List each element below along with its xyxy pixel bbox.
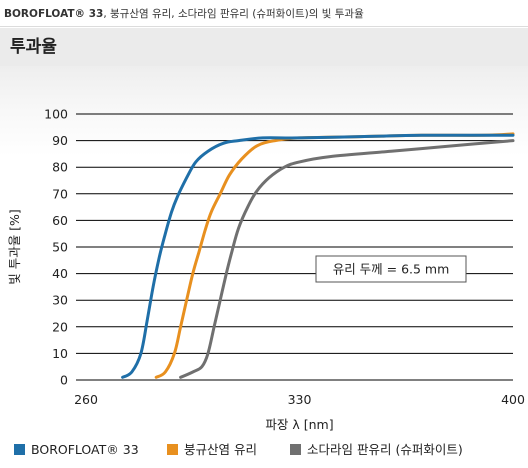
y-tick-label: 80 xyxy=(52,160,68,175)
legend-label-1: BOROFLOAT® 33 xyxy=(31,442,139,457)
annotation-box xyxy=(315,255,467,283)
y-tick-label: 70 xyxy=(52,186,68,201)
y-tick-label: 10 xyxy=(52,346,68,361)
caption-brand: BOROFLOAT® 33 xyxy=(4,8,104,20)
y-tick-label: 100 xyxy=(44,107,68,122)
y-tick-label: 50 xyxy=(52,240,68,255)
y-tick-label: 40 xyxy=(52,266,68,281)
y-tick-label: 30 xyxy=(52,293,68,308)
transmission-chart: 0 10 20 30 40 50 60 70 80 90 100 260 330 400 파장 λ [nm]… xyxy=(7,107,525,458)
series-line-1 xyxy=(121,133,515,379)
section-title: 투과율 xyxy=(10,37,57,57)
y-tick-label: 20 xyxy=(52,319,68,334)
x-tick-label: 400 xyxy=(501,392,525,407)
y-tick-label: 0 xyxy=(60,373,68,388)
legend-swatch-3 xyxy=(290,444,301,455)
legend: BOROFLOAT® 33 붕규산염 유리 소다라임 판유리 (슈퍼화이트) xyxy=(14,442,463,457)
chart-panel: 0 10 20 30 40 50 60 70 80 90 100 260 330 400 파장 λ [nm]… xyxy=(0,66,528,468)
y-tick-label: 90 xyxy=(52,133,68,148)
caption-divider xyxy=(0,26,528,27)
series-line-3 xyxy=(179,139,515,379)
y-axis-title: 빛 투과율 [%] xyxy=(7,209,22,285)
caption-text: , 붕규산염 유리, 소다라임 판유리 (슈퍼화이트)의 빛 투과율 xyxy=(103,8,364,20)
y-tick-label: 60 xyxy=(52,213,68,228)
legend-label-3: 소다라임 판유리 (슈퍼화이트) xyxy=(307,442,463,457)
legend-swatch-2 xyxy=(167,444,178,455)
annotation: 유리 두께 = 6.5 mm xyxy=(315,255,467,283)
annotation-text: 유리 두께 = 6.5 mm xyxy=(333,262,450,277)
figure-caption: BOROFLOAT® 33, 붕규산염 유리, 소다라임 판유리 (슈퍼화이트)… xyxy=(4,2,524,26)
x-axis-title: 파장 λ [nm] xyxy=(265,417,333,432)
axes: 0 10 20 30 40 50 60 70 80 90 100 260 330 400 파장 λ [nm]… xyxy=(7,107,525,433)
x-tick-label: 260 xyxy=(74,392,98,407)
data-series xyxy=(121,132,515,379)
legend-label-2: 붕규산염 유리 xyxy=(184,442,257,457)
grid-lines xyxy=(76,113,513,381)
x-tick-label: 330 xyxy=(288,392,312,407)
section-header: 투과율 xyxy=(0,28,528,66)
legend-swatch-1 xyxy=(14,444,25,455)
